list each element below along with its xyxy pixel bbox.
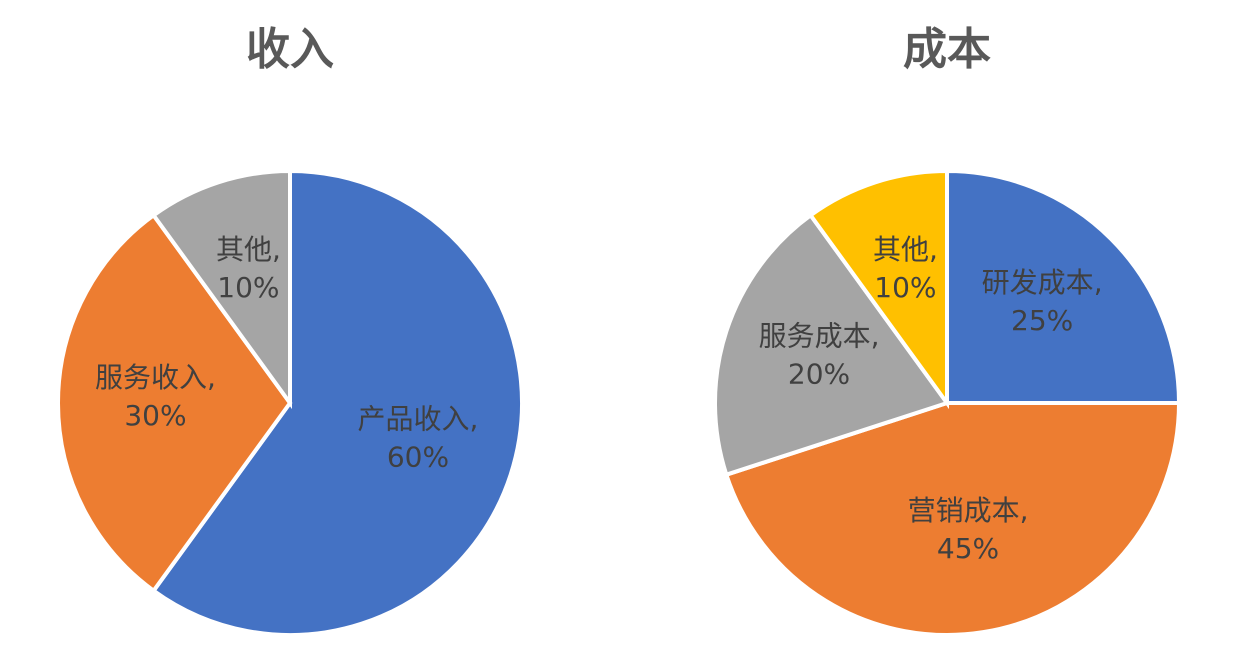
category-name: 营销成本 xyxy=(908,494,1020,527)
chart-title: 成本 xyxy=(903,24,991,75)
data-label: 其他, 10% xyxy=(216,233,281,304)
pie-slice xyxy=(713,212,951,478)
category-name: 其他 xyxy=(216,233,272,266)
value-label: 60% xyxy=(387,441,449,474)
value-label: 20% xyxy=(788,357,850,390)
separator: , xyxy=(871,319,880,352)
data-label: 服务收入, 30% xyxy=(95,361,216,432)
value-label: 30% xyxy=(124,399,186,432)
value-label: 25% xyxy=(1011,304,1073,337)
separator: , xyxy=(1094,266,1103,299)
pie-slice xyxy=(807,168,949,410)
category-name: 服务成本 xyxy=(759,319,871,352)
pie-slice xyxy=(150,168,292,410)
separator: , xyxy=(929,233,938,266)
separator: , xyxy=(470,403,479,436)
data-label: 研发成本, 25% xyxy=(982,266,1103,337)
separator: , xyxy=(207,361,216,394)
chart-title: 收入 xyxy=(246,24,334,75)
category-name: 研发成本 xyxy=(982,266,1094,299)
category-name: 产品收入 xyxy=(358,403,470,436)
pie-slice xyxy=(150,168,524,637)
data-label: 服务成本, 20% xyxy=(759,319,880,390)
pie-slice xyxy=(723,401,1182,637)
pie-slice xyxy=(56,212,293,594)
pie-slice xyxy=(945,168,1182,405)
value-label: 10% xyxy=(874,271,936,304)
data-label: 产品收入, 60% xyxy=(358,403,479,474)
data-label: 营销成本, 45% xyxy=(908,494,1029,565)
value-label: 45% xyxy=(937,532,999,565)
category-name: 其他 xyxy=(873,233,929,266)
data-label: 其他, 10% xyxy=(873,233,938,304)
separator: , xyxy=(272,233,281,266)
value-label: 10% xyxy=(217,271,279,304)
category-name: 服务收入 xyxy=(95,361,207,394)
separator: , xyxy=(1020,494,1029,527)
